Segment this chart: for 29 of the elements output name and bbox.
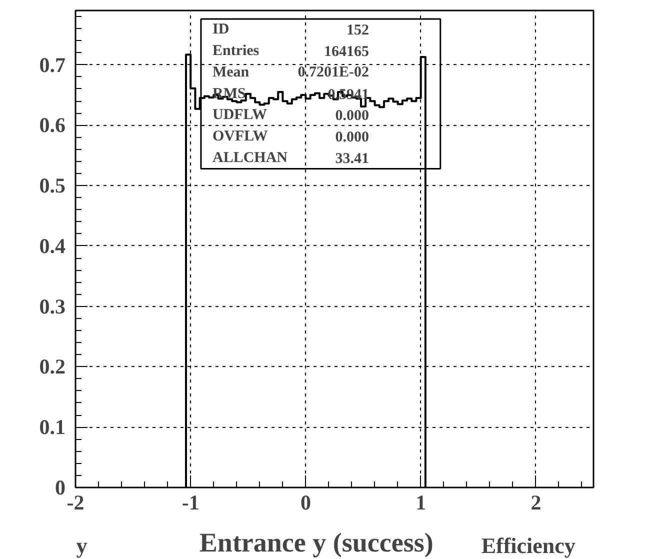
y-tick-label: 0	[55, 476, 66, 500]
x-tick-label: 1	[416, 490, 426, 514]
annotation: Mean	[212, 64, 250, 80]
annotation: 0.000	[335, 130, 370, 146]
x-tick-label: 0	[300, 490, 311, 514]
annotation: 33.41	[335, 151, 370, 167]
annotation: UDFLW	[212, 107, 267, 124]
x-tick-label: -2	[66, 490, 84, 514]
annotation: 152	[346, 22, 370, 39]
y-tick-label: 0.7	[39, 52, 66, 77]
y-tick-label: 0.3	[39, 294, 66, 318]
y-tick-label: 0.5	[39, 174, 66, 198]
x-tick-label: 2	[530, 490, 542, 514]
annotation: ID	[212, 22, 230, 38]
y-tick-label: 0.1	[39, 415, 66, 440]
y-tick-label: 0.2	[39, 354, 66, 379]
y-tick-label: 0.6	[39, 113, 66, 138]
annotation: OVFLW	[212, 128, 268, 145]
annotation: 0.000	[335, 108, 370, 124]
annotation: Entries	[212, 43, 260, 60]
x-tick-label: -1	[182, 490, 200, 514]
annotation: 0.7201E-02	[298, 64, 370, 80]
annotation: RMS	[212, 86, 246, 102]
text: Efficiency	[481, 533, 576, 558]
text: y	[76, 533, 88, 558]
annotation: 164165	[324, 44, 370, 60]
annotation: ALLCHAN	[212, 150, 288, 166]
x-axis-title: Entrance y (success)	[199, 528, 434, 558]
y-tick-label: 0.4	[39, 234, 66, 258]
